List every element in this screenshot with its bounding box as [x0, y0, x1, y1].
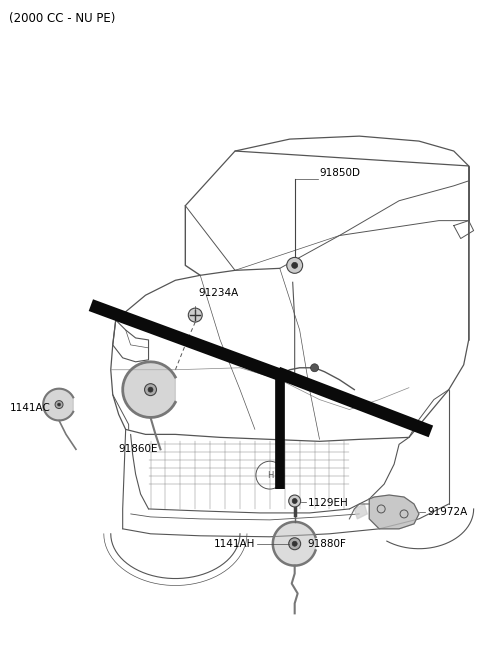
Circle shape — [288, 538, 300, 550]
Circle shape — [288, 495, 300, 507]
Polygon shape — [123, 362, 175, 417]
Circle shape — [311, 364, 319, 372]
Circle shape — [287, 258, 302, 273]
Circle shape — [188, 308, 202, 322]
Circle shape — [292, 262, 298, 268]
Text: 1141AC: 1141AC — [9, 403, 50, 413]
Text: 91972A: 91972A — [427, 507, 467, 517]
Circle shape — [292, 541, 297, 546]
Circle shape — [58, 403, 60, 406]
Circle shape — [148, 387, 153, 392]
Circle shape — [292, 499, 297, 503]
Polygon shape — [369, 495, 419, 529]
Polygon shape — [43, 389, 73, 420]
Text: 91850D: 91850D — [320, 168, 360, 178]
Text: 91880F: 91880F — [308, 539, 347, 549]
Text: 1141AH: 1141AH — [214, 539, 255, 549]
Text: 91860E: 91860E — [119, 444, 158, 455]
Polygon shape — [273, 522, 315, 566]
Circle shape — [55, 401, 63, 409]
Circle shape — [144, 384, 156, 396]
Text: 1129EH: 1129EH — [308, 498, 348, 508]
Text: (2000 CC - NU PE): (2000 CC - NU PE) — [9, 12, 116, 25]
Text: H: H — [266, 470, 273, 480]
Text: 91234A: 91234A — [198, 288, 239, 298]
Polygon shape — [354, 504, 367, 519]
